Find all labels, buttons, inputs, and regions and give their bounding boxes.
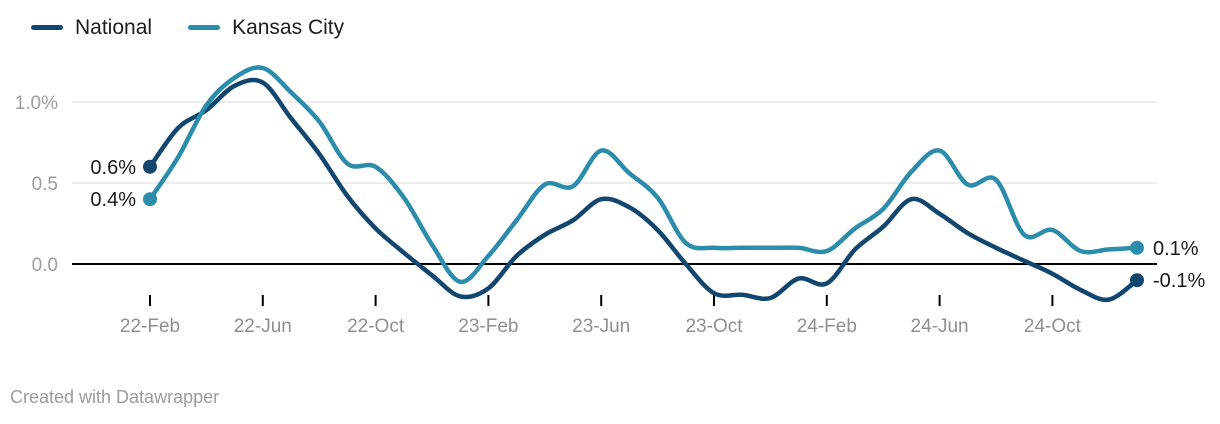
legend-item-national: National (31, 17, 152, 38)
x-axis-tick-label: 23-Oct (685, 316, 743, 337)
series-start-label-kansas-city: 0.4% (90, 189, 136, 211)
legend-swatch-kansas-city (188, 25, 221, 30)
y-axis-label: 0.0 (32, 255, 58, 276)
series-line-kansas-city (147, 65, 1140, 285)
x-axis-tick-label: 22-Jun (234, 316, 292, 337)
x-axis-tick-label: 23-Jun (572, 316, 630, 337)
x-axis-tick-label: 23-Feb (458, 316, 518, 337)
datawrapper-credit: Created with Datawrapper (10, 387, 220, 407)
y-axis-label: 0.5 (32, 174, 58, 195)
series-start-dot-kansas-city (143, 192, 157, 207)
series-end-dot-kansas-city (1130, 240, 1144, 255)
series-end-label-national: -0.1% (1153, 270, 1205, 292)
x-axis-tick-label: 24-Jun (911, 316, 969, 337)
y-axis-label: 1.0% (15, 93, 58, 114)
legend-swatch-national (31, 25, 63, 30)
legend-label-kansas-city: Kansas City (232, 16, 345, 39)
legend-label-national: National (75, 16, 153, 39)
legend-item-kansas-city: Kansas City (188, 17, 344, 38)
legend: National Kansas City (31, 17, 344, 38)
x-axis-tick-label: 24-Feb (797, 316, 857, 337)
x-axis-tick-label: 22-Feb (120, 316, 180, 337)
series-end-dot-national (1130, 273, 1144, 288)
series-start-dot-national (143, 159, 157, 174)
x-axis-tick-label: 24-Oct (1024, 316, 1082, 337)
series-end-label-kansas-city: 0.1% (1153, 238, 1199, 260)
series-line-national (147, 77, 1140, 303)
series-start-label-national: 0.6% (90, 157, 136, 179)
x-axis-tick-label: 22-Oct (347, 316, 405, 337)
